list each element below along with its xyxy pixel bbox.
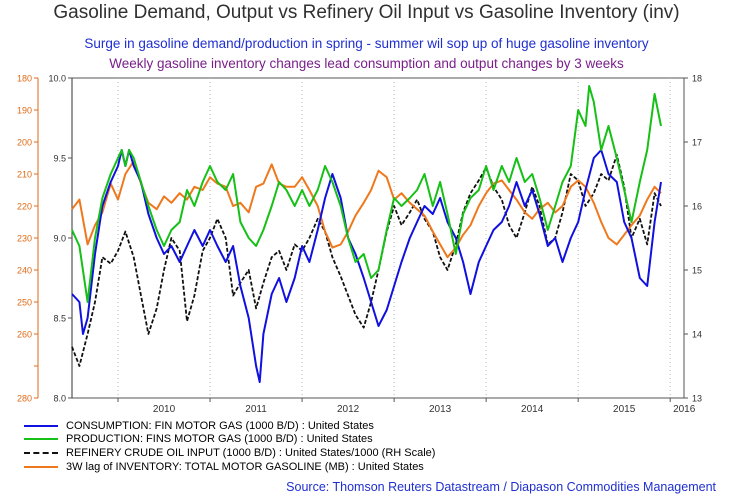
chart-subtitle-secondary: Weekly gasoline inventory changes lead c… [109, 56, 624, 71]
left-inner-tick-label: 10.0 [48, 74, 66, 84]
left-outer-tick-label: 260 [17, 330, 32, 340]
left-outer-tick-label: 250 [17, 298, 32, 308]
x-tick-label: 2015 [613, 404, 636, 415]
left-outer-tick-label: 230 [17, 234, 32, 244]
right-tick-label: 17 [692, 138, 702, 148]
left-inner-tick-label: 8.0 [53, 394, 66, 404]
left-outer-tick-label: 180 [17, 74, 32, 84]
production-series-line [71, 85, 662, 303]
legend-item-production: PRODUCTION: FINS MOTOR GAS (1000 B/D) : … [24, 433, 435, 447]
legend-swatch-refinery [24, 451, 58, 454]
left-inner-tick-label: 8.5 [53, 314, 66, 324]
chart-title: Gasoline Demand, Output vs Refinery Oil … [53, 2, 680, 23]
x-tick-label: 2013 [429, 404, 452, 415]
x-tick-label: 2010 [153, 404, 176, 415]
left-outer-tick-label: 240 [17, 266, 32, 276]
refinery-series-line [71, 153, 662, 367]
inventory-series-line [71, 160, 662, 259]
left-outer-tick-label: 200 [17, 138, 32, 148]
legend-swatch-inventory [24, 465, 58, 468]
left-inner-tick-label: 9.5 [53, 154, 66, 164]
legend-label-production: PRODUCTION: FINS MOTOR GAS (1000 B/D) : … [66, 433, 373, 446]
x-tick-label: 2016 [673, 404, 696, 415]
x-tick-label: 2011 [245, 404, 267, 415]
consumption-series-line [71, 149, 662, 383]
legend-swatch-consumption [24, 424, 58, 427]
chart-legend: CONSUMPTION: FIN MOTOR GAS (1000 B/D) : … [24, 419, 435, 473]
chart-subtitle: Surge in gasoline demand/production in s… [84, 36, 649, 51]
legend-label-inventory: 3W lag of INVENTORY: TOTAL MOTOR GASOLIN… [66, 460, 424, 473]
right-tick-label: 15 [692, 266, 702, 276]
plot-frame [71, 77, 685, 399]
left-inner-tick-label: 9.0 [53, 234, 66, 244]
x-tick-label: 2012 [337, 404, 360, 415]
x-tick-label: 2014 [521, 404, 544, 415]
right-tick-label: 13 [692, 394, 702, 404]
right-tick-label: 14 [692, 330, 702, 340]
left-outer-tick-label: 280 [17, 394, 32, 404]
right-tick-label: 18 [692, 74, 702, 84]
legend-label-consumption: CONSUMPTION: FIN MOTOR GAS (1000 B/D) : … [66, 419, 374, 432]
legend-swatch-production [24, 438, 58, 441]
legend-item-consumption: CONSUMPTION: FIN MOTOR GAS (1000 B/D) : … [24, 419, 435, 433]
left-outer-tick-label: 220 [17, 202, 32, 212]
source-note: Source: Thomson Reuters Datastream / Dia… [286, 480, 716, 494]
left-outer-tick-label: 190 [17, 106, 32, 116]
left-outer-tick-label: 210 [17, 170, 32, 180]
right-tick-label: 16 [692, 202, 702, 212]
legend-item-inventory: 3W lag of INVENTORY: TOTAL MOTOR GASOLIN… [24, 460, 435, 474]
legend-item-refinery: REFINERY CRUDE OIL INPUT (1000 B/D) : Un… [24, 446, 435, 460]
legend-label-refinery: REFINERY CRUDE OIL INPUT (1000 B/D) : Un… [66, 446, 436, 459]
